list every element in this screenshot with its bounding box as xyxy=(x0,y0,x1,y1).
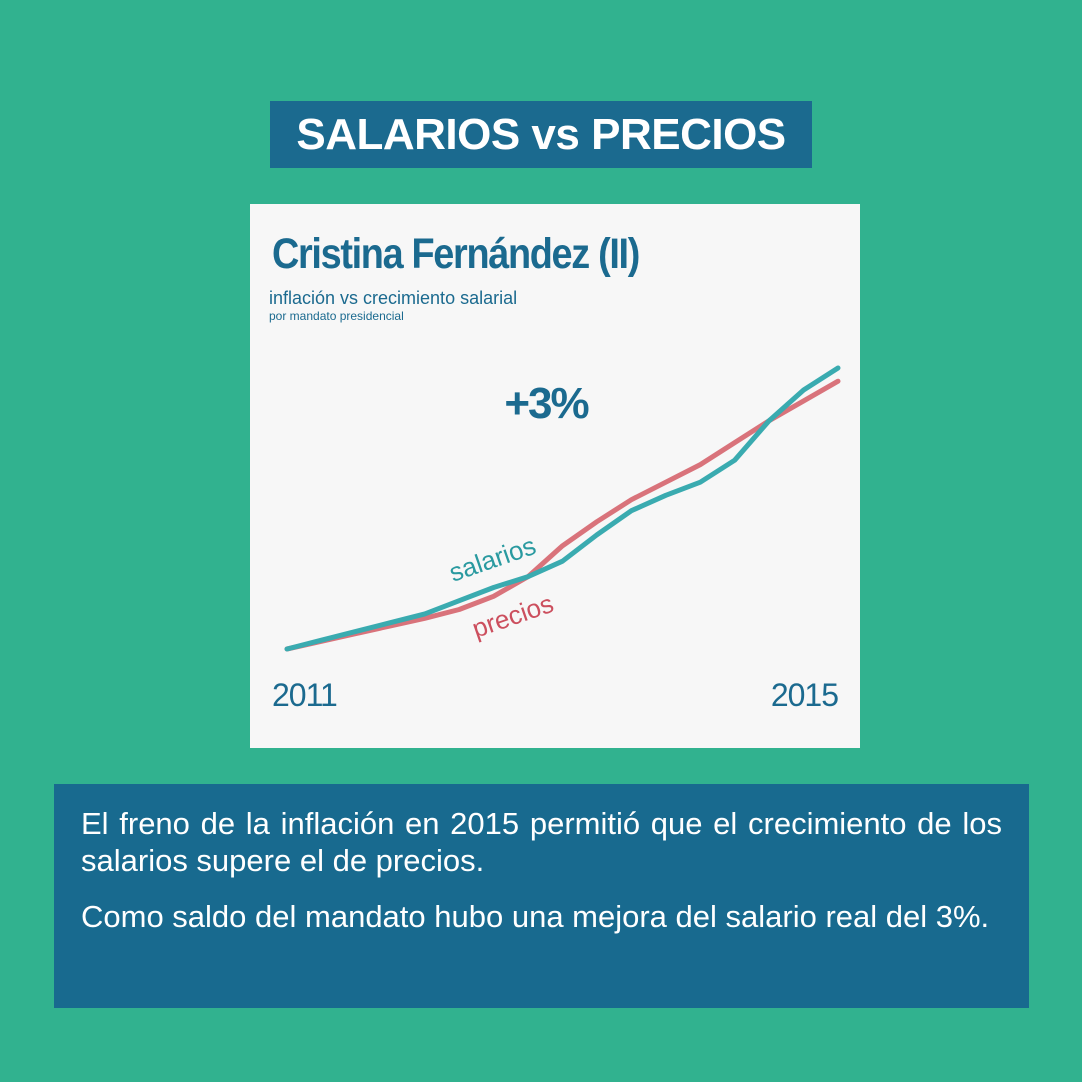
chart-subtitle: inflación vs crecimiento salarial xyxy=(269,288,518,308)
caption-paragraph-2: Como saldo del mandato hubo una mejora d… xyxy=(81,899,990,934)
chart-title: Cristina Fernández (II) xyxy=(272,230,640,278)
x-end-label: 2015 xyxy=(771,677,838,713)
caption-box: El freno de la inflación en 2015 permiti… xyxy=(54,784,1029,1008)
line-chart: +3% salarios precios 2011 2015 xyxy=(272,365,841,713)
series-line-precios xyxy=(284,378,841,652)
chart-card: Cristina Fernández (II) inflación vs cre… xyxy=(250,204,860,748)
x-start-label: 2011 xyxy=(272,677,337,713)
series-line-salarios xyxy=(284,365,841,652)
chart-note: por mandato presidencial xyxy=(269,309,404,323)
caption-paragraph-1: El freno de la inflación en 2015 permiti… xyxy=(81,806,1002,878)
headline-title: SALARIOS vs PRECIOS xyxy=(296,109,786,159)
series-layer xyxy=(284,365,841,652)
series-label-precios: precios xyxy=(468,588,557,644)
headline-banner: SALARIOS vs PRECIOS xyxy=(270,101,812,168)
annotation-label: +3% xyxy=(504,379,588,428)
